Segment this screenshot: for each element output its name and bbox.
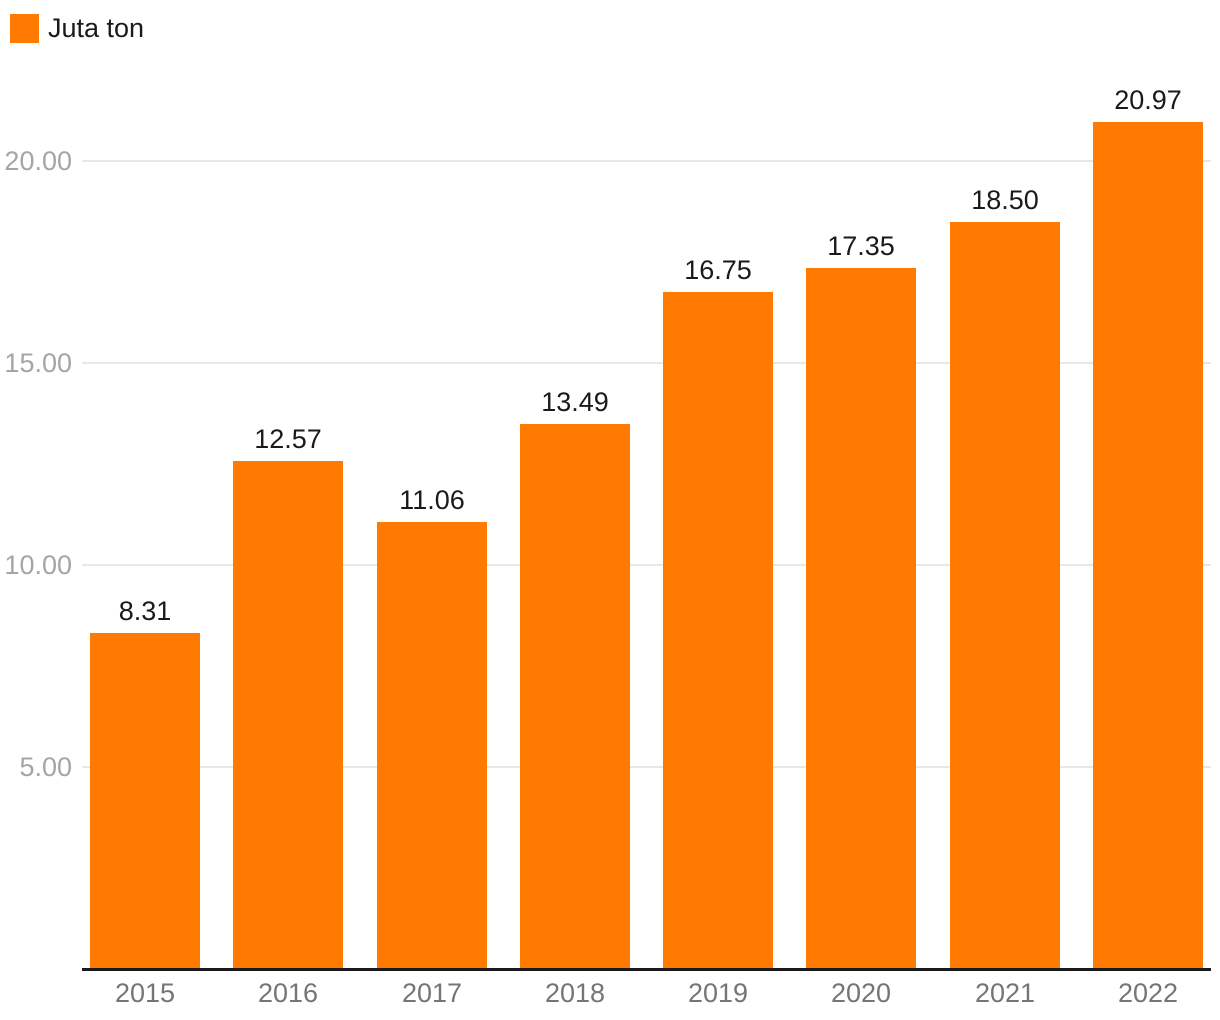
- gridline: [82, 160, 1211, 162]
- legend: Juta ton: [10, 13, 144, 43]
- x-tick-label: 2015: [114, 978, 176, 1008]
- legend-swatch: [10, 13, 39, 43]
- bar-value-label: 13.49: [541, 387, 609, 417]
- bar: [663, 292, 773, 969]
- y-tick-label: 5.00: [19, 752, 72, 782]
- bar-value-label: 8.31: [118, 596, 172, 626]
- bar-value-label: 12.57: [254, 424, 322, 454]
- bar: [90, 633, 200, 969]
- y-tick-label: 20.00: [4, 146, 72, 176]
- bar: [233, 461, 343, 969]
- x-axis-line: [82, 968, 1211, 971]
- legend-label: Juta ton: [48, 13, 145, 43]
- bar: [377, 522, 487, 969]
- x-tick-label: 2021: [974, 978, 1036, 1008]
- bar-value-label: 11.06: [399, 485, 465, 515]
- y-tick-label: 15.00: [4, 348, 72, 378]
- bar: [950, 222, 1060, 969]
- x-tick-label: 2020: [830, 978, 892, 1008]
- x-tick-label: 2016: [257, 978, 319, 1008]
- gridline: [82, 362, 1211, 364]
- bar-value-label: 17.35: [827, 231, 895, 261]
- bar: [806, 268, 916, 969]
- x-tick-label: 2022: [1117, 978, 1179, 1008]
- gridline: [82, 564, 1211, 566]
- bar-value-label: 20.97: [1114, 85, 1182, 115]
- bar: [1093, 122, 1203, 969]
- gridline: [82, 766, 1211, 768]
- x-tick-label: 2017: [401, 978, 463, 1008]
- y-tick-label: 10.00: [4, 550, 72, 580]
- bar-value-label: 18.50: [971, 185, 1039, 215]
- bar: [520, 424, 630, 969]
- bar-value-label: 16.75: [684, 255, 752, 285]
- x-tick-label: 2018: [544, 978, 606, 1008]
- x-tick-label: 2019: [687, 978, 749, 1008]
